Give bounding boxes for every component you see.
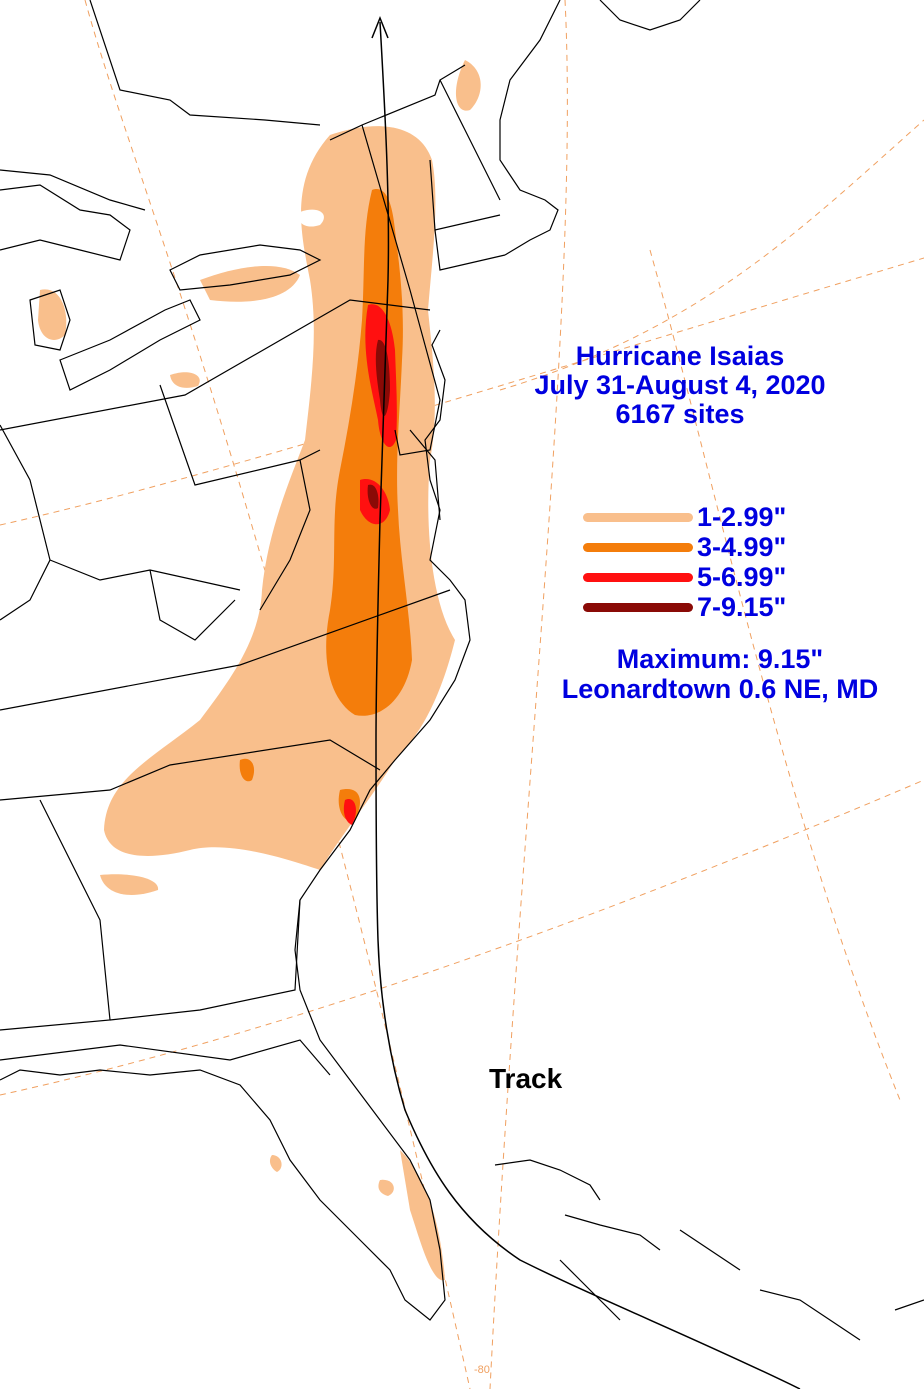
maximum-info: Maximum: 9.15" Leonardtown 0.6 NE, MD [510,644,924,704]
legend-label-2: 3-4.99" [697,531,787,562]
legend-row-2: 3-4.99" [583,532,786,562]
maximum-location: Leonardtown 0.6 NE, MD [561,674,879,704]
map-title: Hurricane Isaias July 31-August 4, 2020 … [500,342,860,429]
longitude-label: -80 [474,1364,490,1376]
legend-label-4: 7-9.15" [697,591,787,622]
legend-row-4: 7-9.15" [583,592,786,622]
rainfall-1-3-in [38,60,481,1281]
rainfall-3-5-in [239,189,412,821]
state-boundaries [0,0,924,1341]
legend-row-1: 1-2.99" [583,502,786,532]
legend-swatch-2 [583,542,693,552]
title-date-range: July 31-August 4, 2020 [534,370,826,400]
rainfall-legend: 1-2.99" 3-4.99" 5-6.99" 7-9.15" [583,502,786,622]
legend-swatch-4 [583,602,693,612]
title-storm-name: Hurricane Isaias [575,341,785,371]
legend-label-3: 5-6.99" [697,561,787,592]
rainfall-7-9-in [367,339,390,509]
track-label: Track [489,1063,563,1094]
maximum-value: Maximum: 9.15" [616,644,824,674]
legend-row-3: 5-6.99" [583,562,786,592]
legend-label-1: 1-2.99" [697,501,787,532]
title-site-count: 6167 sites [615,399,745,429]
legend-swatch-1 [583,512,693,522]
hurricane-track [371,15,801,1389]
legend-swatch-3 [583,572,693,582]
